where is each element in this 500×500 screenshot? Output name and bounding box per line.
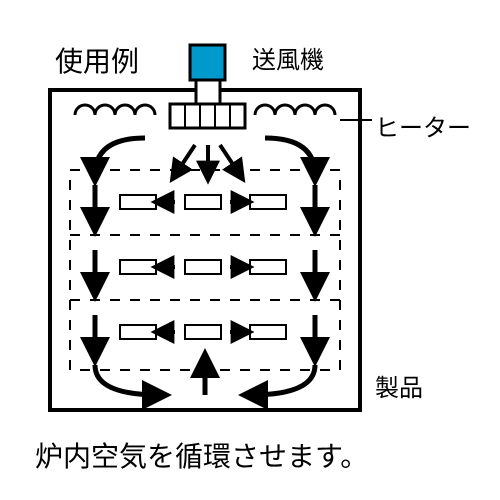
heater-coil-left bbox=[75, 105, 155, 115]
heater-coil-right bbox=[255, 105, 335, 115]
blower-label: 送風機 bbox=[252, 40, 324, 75]
diagram-canvas: 使用例 送風機 ヒーター 製品 炉内空気を循環させます。 bbox=[0, 0, 500, 500]
blower-shaft bbox=[196, 80, 220, 104]
heater-label: ヒーター bbox=[375, 108, 471, 143]
product-label: 製品 bbox=[375, 368, 423, 403]
products bbox=[120, 195, 286, 339]
fan-housing bbox=[170, 104, 245, 128]
caption-label: 炉内空気を循環させます。 bbox=[35, 435, 368, 475]
blower-box bbox=[190, 45, 225, 80]
title-label: 使用例 bbox=[55, 40, 139, 80]
